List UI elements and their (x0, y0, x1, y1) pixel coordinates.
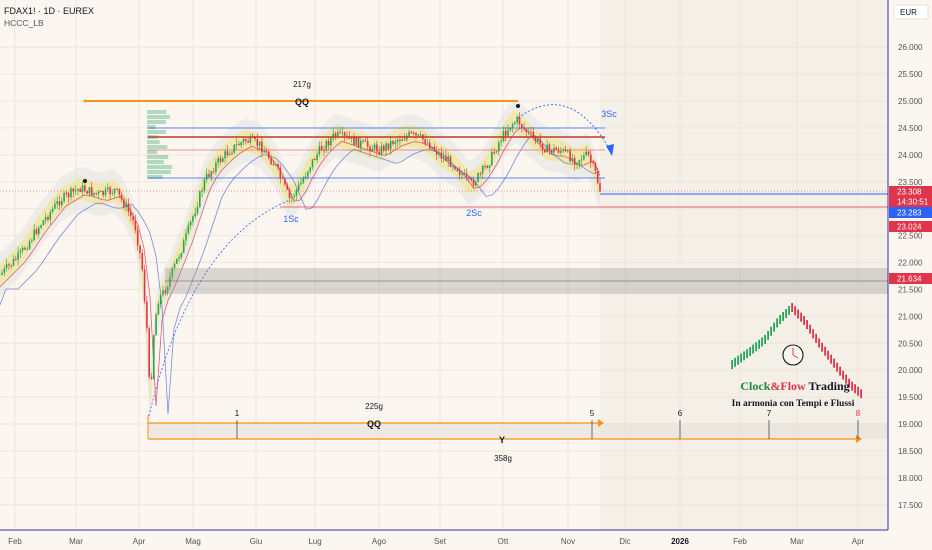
time-tick: 2026 (671, 537, 689, 546)
time-tick: Mag (185, 537, 201, 546)
time-tick: Mar (790, 537, 804, 546)
clockflow-logo: Clock&Flow Trading In armonia con Tempi e… (731, 303, 862, 409)
price-tick: 22.500 (898, 232, 923, 241)
price-tick: 20.000 (898, 366, 923, 375)
price-tick: 19.000 (898, 420, 923, 429)
symbol-title[interactable]: FDAX1! · 1D · EUREX (4, 6, 95, 16)
red-level-label (889, 221, 932, 232)
price-tick: 18.500 (898, 447, 923, 456)
blue-level-label (889, 207, 932, 218)
price-tick: 24.500 (898, 124, 923, 133)
cycle-marker: 6 (678, 409, 683, 418)
time-tick: Lug (308, 537, 321, 546)
currency-button[interactable] (893, 4, 929, 20)
bottom-qq-label: QQ (367, 419, 381, 429)
bottom-duration-label: 225g (365, 402, 383, 411)
price-tick: 26.000 (898, 43, 923, 52)
logo-tagline: In armonia con Tempi e Flussi (732, 399, 855, 409)
cycle-3sc-label: 3Sc (601, 109, 617, 119)
time-tick: Feb (8, 537, 22, 546)
time-tick: Ott (498, 537, 509, 546)
price-tick: 20.500 (898, 339, 923, 348)
price-tick: 23.500 (898, 178, 923, 187)
price-tick: 21.000 (898, 312, 923, 321)
last-price-text: 23.308 (897, 188, 922, 197)
zone-level-label (889, 273, 932, 284)
time-tick: Mar (69, 537, 83, 546)
chart-header: FDAX1! · 1D · EUREX HCCC_LB (4, 5, 94, 29)
countdown-label (889, 196, 932, 207)
countdown-text: 14:30:51 (897, 198, 929, 207)
price-tick: 21.500 (898, 285, 923, 294)
top-duration-label: 217g (293, 80, 311, 89)
cycle-1sc-label: 1Sc (283, 214, 299, 224)
price-tick: 22.000 (898, 259, 923, 268)
price-tick: 25.500 (898, 70, 923, 79)
time-tick: Set (434, 537, 447, 546)
indicator-label[interactable]: HCCC_LB (4, 18, 44, 28)
price-tick: 19.500 (898, 393, 923, 402)
price-tick: 24.000 (898, 151, 923, 160)
red-level-text: 23.024 (897, 223, 922, 232)
price-tick: 17.500 (898, 501, 923, 510)
top-qq-label: QQ (295, 97, 309, 107)
blue-level-text: 23.283 (897, 209, 922, 218)
cycle-marker: 5 (590, 409, 595, 418)
time-tick: Giu (250, 537, 262, 546)
zone-level-text: 21.634 (897, 275, 922, 284)
cycle-2sc-label: 2Sc (466, 208, 482, 218)
cycle-marker: 1 (235, 409, 240, 418)
logo-title: Clock&Flow Trading (740, 379, 849, 393)
total-duration-label: 358g (494, 454, 512, 463)
cycle-marker: 8 (856, 409, 861, 418)
price-tick: 18.000 (898, 474, 923, 483)
cycle-marker: 7 (767, 409, 772, 418)
y-label: Y (499, 435, 505, 445)
currency-label: EUR (900, 8, 917, 17)
time-tick: Apr (852, 537, 865, 546)
time-tick: Dic (619, 537, 631, 546)
last-price-label (889, 186, 932, 197)
time-tick: Ago (372, 537, 387, 546)
time-tick: Apr (133, 537, 146, 546)
price-tick: 25.000 (898, 97, 923, 106)
time-tick: Feb (733, 537, 747, 546)
time-tick: Nov (561, 537, 575, 546)
